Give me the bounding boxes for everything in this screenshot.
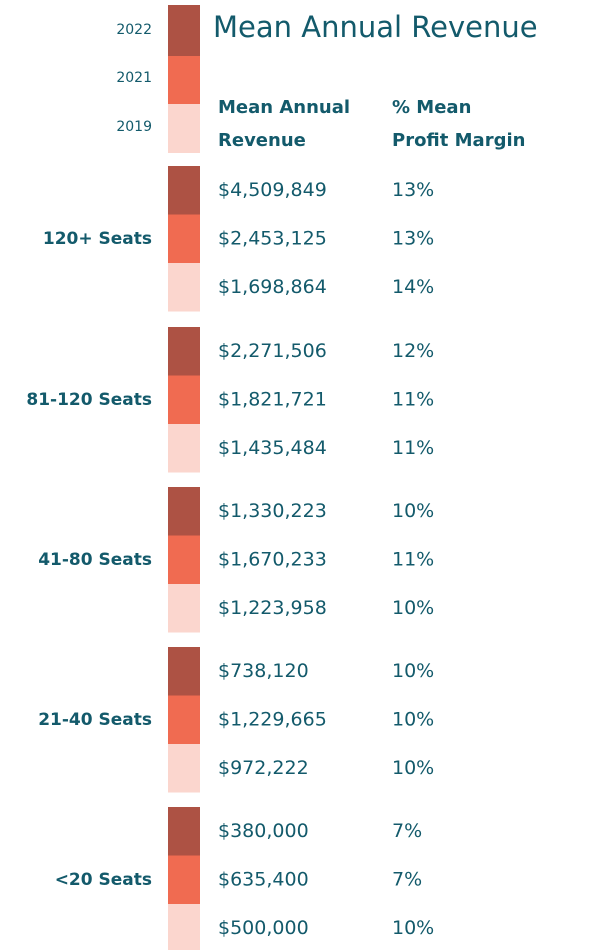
year-swatch xyxy=(168,695,200,744)
year-swatch xyxy=(168,807,200,856)
revenue: $1,670,233 xyxy=(218,548,327,570)
group-label: 21-40 Seats xyxy=(38,710,152,730)
margin: 10% xyxy=(392,500,434,522)
revenue: $972,222 xyxy=(218,757,309,779)
legend-label: 2022 xyxy=(116,22,152,38)
group-label: 41-80 Seats xyxy=(38,550,152,570)
group-label: <20 Seats xyxy=(55,870,152,890)
revenue: $2,271,506 xyxy=(218,340,327,362)
revenue: $380,000 xyxy=(218,820,309,842)
revenue: $1,435,484 xyxy=(218,437,327,459)
margin: 10% xyxy=(392,917,434,939)
year-swatch xyxy=(168,584,200,633)
legend-swatch xyxy=(168,104,200,153)
year-swatch xyxy=(168,327,200,376)
column-header: Mean Annual Revenue xyxy=(218,97,350,151)
margin: 11% xyxy=(392,437,434,459)
revenue: $1,229,665 xyxy=(218,708,327,730)
legend-label: 2021 xyxy=(116,70,152,86)
margin: 10% xyxy=(392,660,434,682)
revenue: $1,330,223 xyxy=(218,500,327,522)
year-swatch xyxy=(168,214,200,263)
year-swatch xyxy=(168,535,200,584)
revenue: $635,400 xyxy=(218,868,309,890)
margin: 10% xyxy=(392,708,434,730)
margin: 10% xyxy=(392,757,434,779)
title: Mean Annual Revenue xyxy=(213,10,538,44)
year-swatch xyxy=(168,647,200,696)
margin: 12% xyxy=(392,340,434,362)
revenue: $2,453,125 xyxy=(218,227,327,249)
margin: 13% xyxy=(392,227,434,249)
legend-swatch xyxy=(168,56,200,104)
column-header: % Mean Profit Margin xyxy=(392,97,525,151)
margin: 14% xyxy=(392,276,434,298)
margin: 11% xyxy=(392,388,434,410)
legend-swatch xyxy=(168,5,200,56)
year-swatch xyxy=(168,487,200,536)
margin: 13% xyxy=(392,179,434,201)
year-swatch xyxy=(168,263,200,312)
year-swatch xyxy=(168,855,200,904)
revenue: $738,120 xyxy=(218,660,309,682)
group-label: 81-120 Seats xyxy=(26,390,152,410)
revenue: $1,821,721 xyxy=(218,388,327,410)
year-swatch xyxy=(168,375,200,424)
revenue: $4,509,849 xyxy=(218,179,327,201)
margin: 7% xyxy=(392,868,422,890)
year-swatch xyxy=(168,904,200,950)
year-swatch xyxy=(168,166,200,215)
group-label: 120+ Seats xyxy=(43,229,152,249)
revenue: $500,000 xyxy=(218,917,309,939)
margin: 7% xyxy=(392,820,422,842)
year-swatch xyxy=(168,424,200,473)
revenue: $1,698,864 xyxy=(218,276,327,298)
year-swatch xyxy=(168,744,200,793)
legend-label: 2019 xyxy=(116,119,152,135)
margin: 11% xyxy=(392,548,434,570)
revenue: $1,223,958 xyxy=(218,597,327,619)
margin: 10% xyxy=(392,597,434,619)
